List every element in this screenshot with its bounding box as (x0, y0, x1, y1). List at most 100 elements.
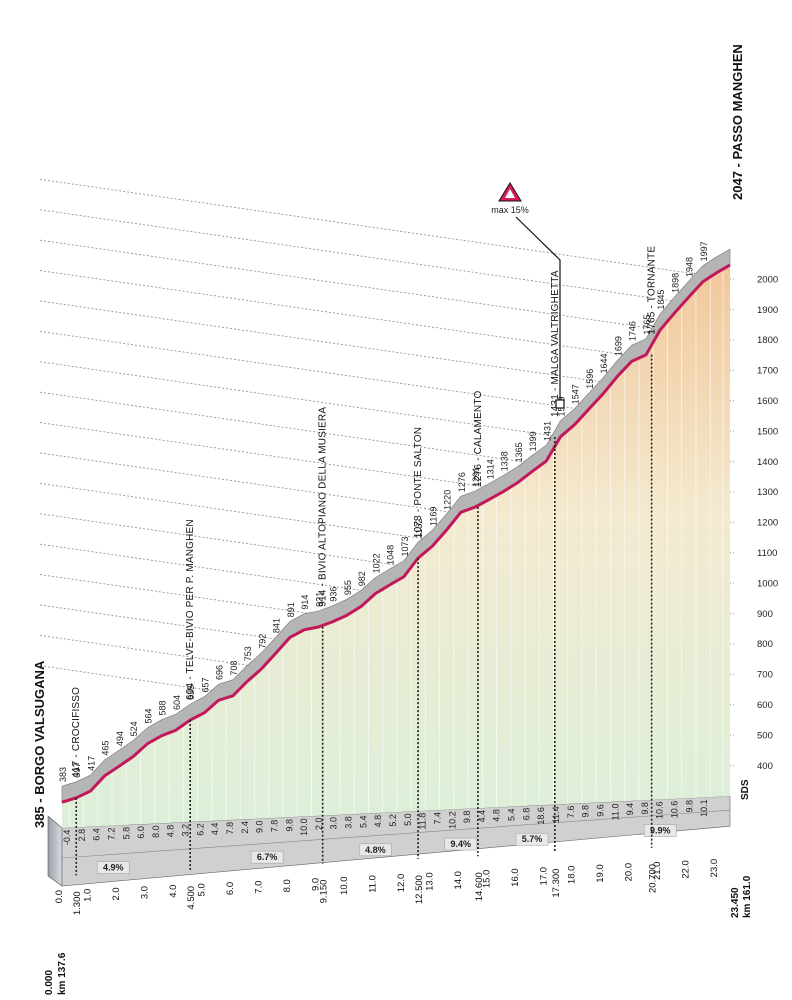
waypoint-km-label: 1.300 (72, 891, 83, 915)
km-tick-label: 13.0 (424, 872, 435, 891)
km-tick-label: 4.0 (168, 885, 179, 898)
section-average-label: 4.8% (365, 845, 386, 855)
profile-elevation-label: 921 (314, 592, 324, 607)
segment-gradient-label: 3.2 (181, 824, 191, 837)
segment-gradient-label: 5.4 (507, 808, 517, 821)
segment-gradient-label: 7.8 (225, 822, 235, 835)
profile-elevation-label: 1048 (386, 545, 396, 565)
segment-gradient-label: 4.8 (166, 825, 176, 838)
profile-elevation-label: 982 (357, 571, 367, 586)
section-average-label: 4.9% (103, 863, 124, 873)
km-tick-label: 10.0 (339, 876, 350, 895)
km-tick-label: 3.0 (139, 886, 150, 899)
elevation-axis-label: 600 (757, 700, 773, 711)
segment-gradient-label: 9.8 (581, 805, 591, 818)
grid-line (39, 209, 735, 311)
km-tick-label: 2.0 (111, 887, 122, 900)
km-tick-label: 12.0 (396, 874, 407, 893)
elevation-axis-label: 1700 (757, 366, 778, 377)
chart-base (47, 795, 731, 887)
profile-elevation-label: 1596 (585, 369, 595, 389)
profile-elevation-label: 1365 (514, 442, 524, 462)
profile-elevation-label: 604 (172, 695, 182, 710)
profile-line (61, 263, 731, 804)
grid-line (39, 239, 735, 341)
profile-elevation-label: 708 (229, 661, 239, 676)
km-tick-label: 19.0 (595, 864, 606, 883)
segment-gradient-label: 7.8 (269, 820, 279, 833)
profile-elevation-label: 792 (257, 634, 267, 649)
segment-gradient-label: 9.6 (595, 804, 605, 817)
km-tick-label: 6.0 (225, 882, 236, 895)
km-tick-label: 16.0 (510, 868, 521, 887)
segment-gradient-label: 2.4 (240, 821, 250, 834)
segment-gradient-label: 4.8 (373, 815, 383, 828)
profile-elevation-label: 936 (329, 587, 339, 602)
elevation-axis-label: 700 (757, 670, 773, 681)
segment-gradient-label: 9.8 (462, 811, 472, 824)
km-tick-label: 17.0 (538, 867, 549, 886)
waypoint-km-label: 17.300 (551, 869, 562, 898)
profile-elevation-label: 1338 (500, 451, 510, 471)
profile-elevation-label: 753 (243, 646, 253, 661)
elevation-axis-label: 1100 (757, 548, 777, 559)
segment-gradient-label: 18.6 (536, 807, 546, 825)
profile-fill (62, 265, 730, 829)
segment-gradient-label: 7.6 (566, 806, 576, 819)
profile-elevation-label: 465 (101, 741, 111, 756)
elevation-axis-label: 900 (757, 609, 773, 620)
profile-elevation-label: 1220 (443, 490, 453, 510)
profile-elevation-label: 1022 (371, 553, 381, 573)
waypoint-km-label: 12.500 (414, 875, 425, 904)
profile-elevation-label: 1399 (528, 431, 538, 451)
base-band (61, 795, 731, 887)
elevation-axis-label: 400 (757, 761, 773, 772)
elevation-axis-label: 1400 (757, 457, 778, 468)
profile-elevation-label: 1431 (542, 421, 552, 441)
waypoint-label: 914 - BIVIO ALTOPIANO DELLA MUSIERA (318, 407, 329, 607)
waypoint-label: 1431 - MALGA VALTRIGHETTA (550, 270, 561, 417)
km-tick-label: 11.0 (367, 875, 378, 893)
waypoint-km-label: 20.700 (648, 864, 659, 893)
km-tick-label: 21.0 (652, 862, 663, 881)
profile-labels: -0.4 2.8 6.4 7.2 5.8 6.0 8.0 4.8 3.2 6.2 4.4 7.8 2.4… (32, 44, 753, 995)
max-gradient-pointer (515, 216, 561, 402)
waypoint-km-label: 4.500 (186, 886, 197, 910)
segment-gradient-label: 10.0 (299, 818, 309, 836)
segment-gradient-label: 3.8 (344, 816, 354, 829)
segment-gradient-label: 2.0 (314, 818, 324, 831)
segment-gradient-label: 9.8 (284, 819, 294, 832)
profile-elevation-label: 417 (86, 756, 96, 771)
km-tick-label: 18.0 (567, 866, 578, 885)
profile-elevation-label: 564 (143, 708, 153, 723)
finish-km-label: 23.450 (730, 887, 741, 918)
elevation-axis-label: 1500 (757, 426, 778, 437)
waypoint-km-label: 9.150 (319, 880, 330, 904)
segment-gradient-label: 10.1 (699, 799, 709, 817)
profile-elevation-label: 588 (158, 700, 168, 715)
profile-elevation-label: 1948 (685, 257, 695, 277)
profile-elevation-label: 1997 (699, 241, 709, 261)
km-tick-label: 23.0 (709, 859, 720, 878)
elevation-axis-label: 1300 (757, 487, 778, 498)
km-tick-label: 9.0 (310, 878, 321, 891)
section-average-box (250, 850, 284, 864)
section-average-box (444, 837, 478, 851)
profile-elevation-label: 891 (286, 602, 296, 617)
profile-elevation-label: 1898 (670, 273, 680, 293)
segment-gradient-label: 6.4 (92, 828, 102, 841)
sds-logo: SDS (740, 779, 751, 800)
section-average-box (97, 861, 130, 874)
profile-elevation-label: 524 (129, 721, 139, 736)
km-tick-label: 5.0 (196, 883, 207, 896)
waypoint-label: 604 - TELVE-BIVIO PER P. MANGHEN (185, 519, 196, 700)
segment-gradient-label: 6.2 (195, 823, 205, 836)
segment-gradient-label: 5.4 (358, 816, 368, 829)
profile-elevation-label: 1169 (428, 507, 438, 526)
segment-gradient-label: -0.4 (62, 830, 72, 846)
segment-gradient-label: 5.8 (121, 827, 131, 840)
segment-gradient-label: 11.0 (610, 804, 620, 821)
profile-elevation-label: 383 (58, 767, 68, 782)
grid-line (39, 178, 735, 280)
